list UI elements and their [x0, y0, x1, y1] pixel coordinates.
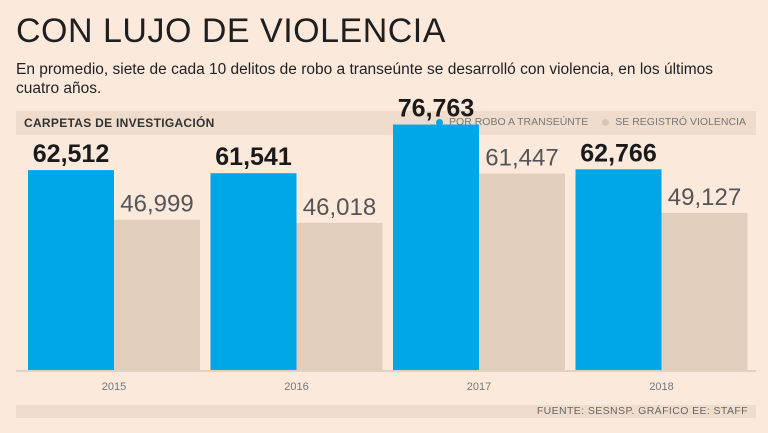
bar-robo-2017 [393, 124, 479, 370]
legend-item-robo: POR ROBO A TRANSEÚNTE [436, 116, 588, 128]
bar-violencia-2016 [296, 222, 383, 370]
legend-dot-icon [436, 118, 444, 126]
legend: POR ROBO A TRANSEÚNTE SE REGISTRÓ VIOLEN… [436, 116, 746, 128]
x-tick-label-2018: 2018 [649, 381, 673, 393]
bar-violencia-2018 [661, 212, 748, 370]
bar-violencia-2017 [479, 173, 565, 370]
data-label-violencia-2017: 61,447 [485, 145, 558, 172]
section-label: CARPETAS DE INVESTIGACIÓN [24, 116, 215, 130]
x-tick-label-2017: 2017 [467, 381, 491, 393]
data-label-violencia-2018: 49,127 [668, 184, 741, 211]
footer-band: FUENTE: SESNSP. GRÁFICO EE: STAFF [16, 405, 756, 418]
data-label-robo-2017: 76,763 [398, 95, 474, 123]
source-note: FUENTE: SESNSP. GRÁFICO EE: STAFF [536, 405, 748, 417]
x-tick-label-2015: 2015 [102, 381, 126, 393]
bar-robo-2016 [210, 173, 297, 370]
legend-label-violencia: SE REGISTRÓ VIOLENCIA [615, 116, 746, 128]
bar-robo-2015 [28, 170, 114, 370]
chart-title: CON LUJO DE VIOLENCIA [16, 12, 446, 50]
data-label-robo-2018: 62,766 [580, 139, 656, 167]
chart-header-band: CARPETAS DE INVESTIGACIÓN POR ROBO A TRA… [16, 111, 756, 135]
data-label-violencia-2016: 46,018 [303, 194, 376, 221]
data-label-violencia-2015: 46,999 [120, 191, 193, 218]
data-label-robo-2016: 61,541 [215, 143, 292, 171]
bar-robo-2018 [575, 169, 662, 370]
chart-subtitle: En promedio, siete de cada 10 delitos de… [16, 61, 714, 97]
data-label-robo-2015: 62,512 [33, 140, 109, 168]
legend-label-robo: POR ROBO A TRANSEÚNTE [449, 116, 589, 128]
legend-item-violencia: SE REGISTRÓ VIOLENCIA [602, 116, 746, 128]
x-tick-label-2016: 2016 [284, 381, 308, 393]
bar-violencia-2015 [114, 219, 200, 370]
legend-dot-icon [602, 118, 610, 126]
